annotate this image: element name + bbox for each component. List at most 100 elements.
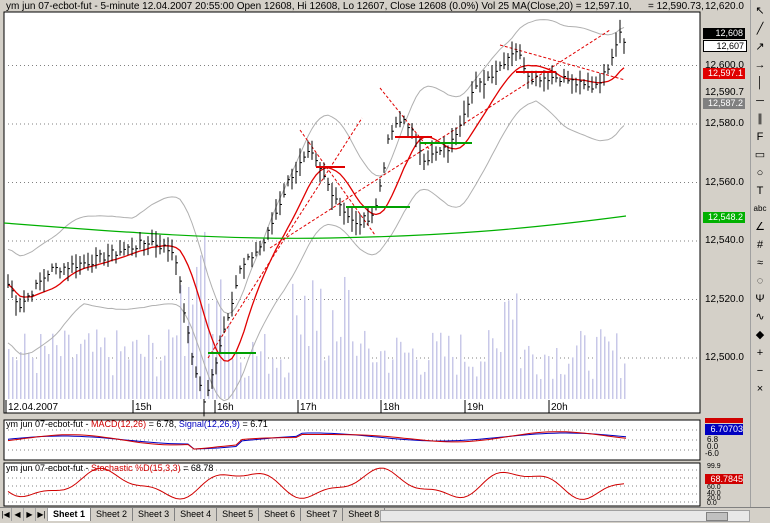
volume-bar: [328, 355, 330, 399]
delete-tool-icon[interactable]: ×: [756, 383, 764, 395]
macd-tick-2: 0.0: [707, 442, 719, 451]
signal-label: Signal(12,26,9): [178, 419, 240, 429]
volume-bar: [532, 354, 534, 399]
ma-green-line: [3, 215, 627, 239]
price-chart[interactable]: [0, 0, 752, 420]
volume-bar: [244, 377, 246, 399]
volume-bar: [192, 304, 194, 399]
volume-bar: [256, 356, 258, 399]
marker-tool-icon[interactable]: ◆: [755, 329, 765, 341]
volume-bar: [356, 355, 358, 399]
time-tick-label: 15h: [135, 402, 152, 413]
volume-bar: [208, 303, 210, 399]
green-ma-label: 12,548.2: [703, 212, 745, 223]
next-sheet-button[interactable]: ▶: [24, 508, 36, 521]
regression-tool-icon[interactable]: ≈: [756, 257, 764, 269]
volume-bar: [12, 357, 14, 399]
ellipse-tool-icon[interactable]: ○: [756, 167, 764, 179]
time-tick-label: 12.04.2007: [8, 402, 59, 413]
zoom-out-tool-icon[interactable]: −: [756, 365, 764, 377]
volume-bar: [376, 362, 378, 399]
volume-bar: [316, 330, 318, 399]
last-sheet-button[interactable]: ▶|: [36, 508, 48, 521]
volume-bar: [148, 334, 150, 399]
volume-bar: [608, 341, 610, 399]
volume-bar: [128, 359, 130, 399]
abc-tool-icon[interactable]: abc: [753, 204, 767, 213]
pitchfork-tool-icon[interactable]: Ψ: [755, 293, 765, 305]
volume-bar: [380, 351, 382, 399]
stoch-tick-5: 0.0: [707, 500, 717, 507]
sheet-tab-6[interactable]: Sheet 6: [259, 508, 302, 521]
ma-value-label: 12,597.1: [703, 68, 745, 79]
volume-bar: [304, 295, 306, 399]
volume-bar: [468, 366, 470, 399]
fan-tool-icon[interactable]: ∠: [755, 221, 765, 233]
sheet-tab-4[interactable]: Sheet 4: [175, 508, 218, 521]
volume-bar: [24, 333, 26, 399]
sheet-tab-5[interactable]: Sheet 5: [217, 508, 260, 521]
volume-bar: [152, 342, 154, 399]
gann-tool-icon[interactable]: #: [756, 239, 764, 251]
volume-bar: [340, 336, 342, 399]
horizontal-scrollbar[interactable]: [380, 510, 750, 522]
volume-bar: [176, 335, 178, 399]
ray-tool-icon[interactable]: ↗: [755, 41, 765, 53]
line-tool-icon[interactable]: ╱: [756, 23, 764, 35]
channel-tool-icon[interactable]: ∥: [757, 113, 763, 125]
close-price-label: 12,607: [703, 40, 747, 52]
volume-bar: [28, 352, 30, 399]
sheet-tab-3[interactable]: Sheet 3: [133, 508, 176, 521]
sheet-tab-2[interactable]: Sheet 2: [91, 508, 134, 521]
vertical-line-tool-icon[interactable]: │: [756, 77, 764, 89]
stochastic-line: [7, 467, 625, 500]
volume-bar: [584, 335, 586, 399]
volume-bar: [384, 350, 386, 399]
zoom-in-tool-icon[interactable]: +: [756, 347, 764, 359]
volume-bar: [404, 352, 406, 399]
stoch-tick-3: 40.0: [707, 490, 721, 497]
volume-bar: [456, 374, 458, 399]
volume-bar: [292, 283, 294, 399]
volume-bar: [112, 375, 114, 399]
scrollbar-thumb[interactable]: [706, 512, 728, 521]
cycle-tool-icon[interactable]: ◌: [756, 275, 764, 287]
volume-bar: [420, 374, 422, 399]
volume-bar: [240, 362, 242, 399]
stoch-header-prefix: ym jun 07-ecbot-fut -: [6, 463, 92, 473]
wave-tool-icon[interactable]: ∿: [755, 311, 765, 323]
volume-bar: [36, 372, 38, 399]
sheet-tab-7[interactable]: Sheet 7: [301, 508, 344, 521]
bollinger-lower: [7, 100, 625, 402]
sheet-tab-8[interactable]: Sheet 8: [343, 508, 386, 521]
volume-bar: [500, 351, 502, 399]
volume-bar: [200, 255, 202, 399]
volume-bar: [476, 376, 478, 399]
price-tick-label: 12,600.0: [705, 59, 744, 71]
arrow-tool-icon[interactable]: →: [754, 59, 766, 71]
stoch-tick-1: 99.9: [707, 463, 721, 470]
volume-bar: [600, 329, 602, 399]
volume-bar: [440, 332, 442, 399]
text-tool-icon[interactable]: T: [756, 185, 764, 197]
stochastic-panel[interactable]: [0, 462, 752, 507]
macd-panel[interactable]: [0, 418, 752, 462]
volume-bar: [444, 356, 446, 399]
volume-bar: [504, 301, 506, 399]
first-sheet-button[interactable]: |◀: [0, 508, 12, 521]
cursor-tool-icon[interactable]: ↖: [755, 5, 765, 17]
volume-bar: [548, 356, 550, 399]
volume-bar: [568, 363, 570, 399]
volume-bar: [392, 359, 394, 399]
volume-bar: [560, 374, 562, 399]
horizontal-line-tool-icon[interactable]: ─: [756, 95, 764, 107]
prev-sheet-button[interactable]: ◀: [12, 508, 24, 521]
volume-bar: [48, 354, 50, 399]
volume-bar: [88, 333, 90, 399]
rectangle-tool-icon[interactable]: ▭: [754, 149, 766, 161]
trend-line: [207, 117, 363, 359]
fibonacci-tool-icon[interactable]: F: [756, 131, 764, 143]
sheet-tab-1[interactable]: Sheet 1: [48, 508, 92, 521]
volume-bar: [432, 332, 434, 399]
